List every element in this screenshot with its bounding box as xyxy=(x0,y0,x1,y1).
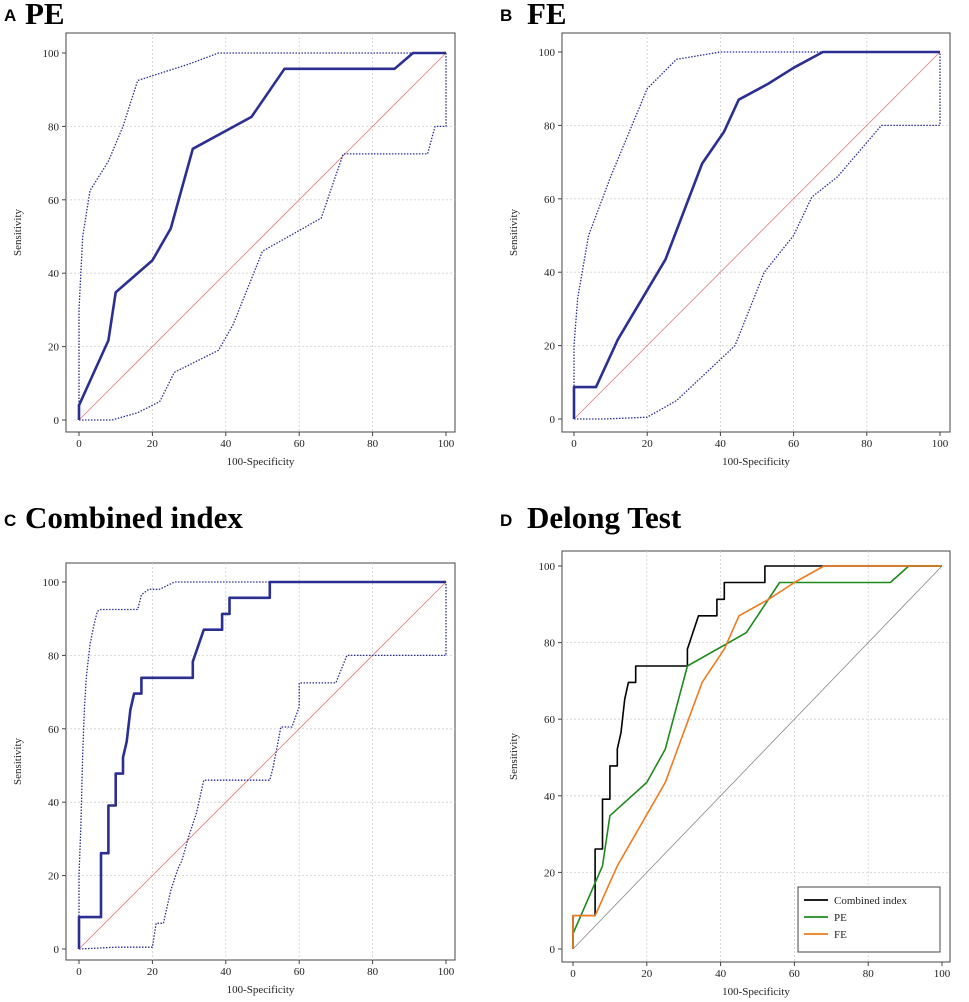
plot-frame xyxy=(65,32,456,433)
y-tick-label: 60 xyxy=(544,194,556,206)
y-tick-label: 60 xyxy=(48,195,60,207)
x-tick-label: 80 xyxy=(863,968,875,980)
panel-letter: D xyxy=(500,511,513,530)
series-line-roc-curve xyxy=(77,580,446,949)
panel-letter: C xyxy=(4,511,17,530)
y-tick-label: 20 xyxy=(544,341,556,353)
y-tick-label: 40 xyxy=(544,267,556,279)
x-tick-label: 100 xyxy=(932,438,949,450)
y-axis-label: Sensitivity xyxy=(12,208,24,256)
chart-title: Combined index xyxy=(25,500,243,535)
y-tick-label: 20 xyxy=(544,867,556,879)
y-axis-label: Sensitivity xyxy=(12,737,24,785)
y-tick-label: 40 xyxy=(544,791,556,803)
y-tick-label: 40 xyxy=(48,268,60,280)
series-line-pe xyxy=(572,565,942,949)
plot-frame xyxy=(561,32,951,433)
y-tick-label: 80 xyxy=(48,121,60,133)
chart-title: Delong Test xyxy=(527,500,682,535)
y-tick-label: 100 xyxy=(43,48,60,60)
y-tick-label: 100 xyxy=(539,561,556,573)
x-tick-label: 80 xyxy=(861,438,873,450)
x-tick-label: 60 xyxy=(294,966,306,978)
x-tick-label: 40 xyxy=(715,968,727,980)
x-tick-label: 20 xyxy=(641,968,653,980)
series-line-lower-95-ci xyxy=(574,52,941,420)
x-tick-label: 0 xyxy=(570,968,576,980)
y-tick-label: 0 xyxy=(54,415,60,427)
x-tick-label: 60 xyxy=(788,438,800,450)
x-tick-label: 0 xyxy=(76,438,82,450)
x-tick-label: 100 xyxy=(438,438,455,450)
legend-label-combined-index: Combined index xyxy=(834,895,908,907)
series-line-combined-index xyxy=(572,565,942,949)
series-line-upper-95-ci xyxy=(78,52,446,420)
panel-letter: B xyxy=(500,6,513,25)
x-tick-label: 80 xyxy=(367,966,379,978)
x-axis-label: 100-Specificity xyxy=(227,456,295,468)
y-tick-label: 0 xyxy=(54,944,60,956)
x-tick-label: 40 xyxy=(715,438,727,450)
y-tick-label: 100 xyxy=(43,577,60,589)
x-tick-label: 0 xyxy=(571,438,577,450)
x-tick-label: 20 xyxy=(642,438,654,450)
x-tick-label: 60 xyxy=(789,968,801,980)
x-tick-label: 100 xyxy=(438,966,455,978)
x-tick-label: 40 xyxy=(220,438,232,450)
series-line-lower-95-ci xyxy=(78,582,447,950)
x-tick-label: 100 xyxy=(934,968,951,980)
y-tick-label: 0 xyxy=(550,414,556,426)
y-axis-label: Sensitivity xyxy=(508,208,520,256)
y-tick-label: 80 xyxy=(544,120,556,132)
y-tick-label: 40 xyxy=(48,797,60,809)
chart-title: PE xyxy=(25,0,65,31)
legend-box xyxy=(797,886,941,953)
y-tick-label: 100 xyxy=(539,47,556,59)
series-line-upper-95-ci xyxy=(573,51,940,419)
legend-label-fe: FE xyxy=(834,929,847,941)
x-tick-label: 20 xyxy=(147,438,159,450)
y-tick-label: 60 xyxy=(48,724,60,736)
chart-title: FE xyxy=(527,0,567,31)
y-tick-label: 80 xyxy=(48,650,60,662)
legend-label-pe: PE xyxy=(834,912,847,924)
x-tick-label: 80 xyxy=(367,438,379,450)
series-line-roc-curve xyxy=(572,50,940,419)
y-tick-label: 20 xyxy=(48,871,60,883)
series-line-fe xyxy=(572,565,942,949)
series-line-reference-line xyxy=(572,565,943,950)
x-tick-label: 40 xyxy=(220,966,232,978)
plot-frame xyxy=(65,562,456,961)
x-axis-label: 100-Specificity xyxy=(722,456,790,468)
panel-letter: A xyxy=(4,6,17,25)
series-line-roc-curve xyxy=(77,51,446,420)
series-line-reference-line xyxy=(573,51,941,420)
series-line-reference-line xyxy=(78,581,447,950)
x-tick-label: 20 xyxy=(147,966,159,978)
y-axis-label: Sensitivity xyxy=(508,732,520,780)
series-line-lower-95-ci xyxy=(79,53,447,421)
x-axis-label: 100-Specificity xyxy=(722,986,790,998)
y-tick-label: 0 xyxy=(550,944,556,956)
y-tick-label: 60 xyxy=(544,714,556,726)
x-tick-label: 60 xyxy=(294,438,306,450)
x-tick-label: 0 xyxy=(76,966,82,978)
y-tick-label: 80 xyxy=(544,638,556,650)
series-line-upper-95-ci xyxy=(78,581,446,949)
series-line-reference-line xyxy=(78,52,447,421)
x-axis-label: 100-Specificity xyxy=(227,984,295,996)
y-tick-label: 20 xyxy=(48,342,60,354)
